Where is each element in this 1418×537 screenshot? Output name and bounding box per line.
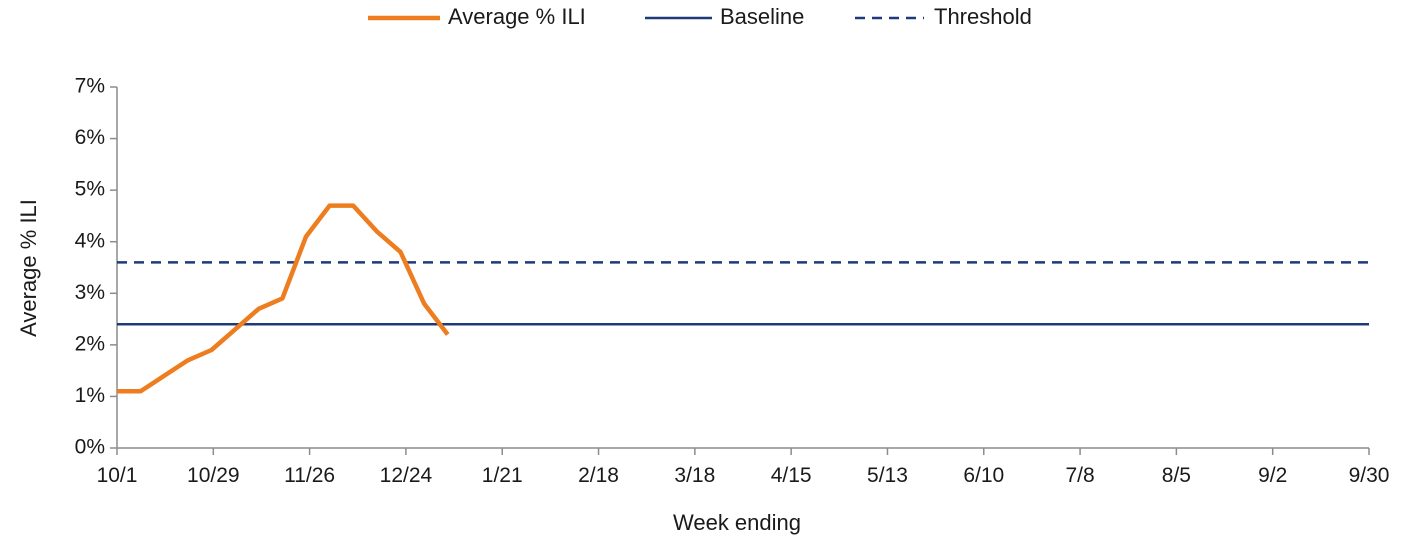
x-tick-label: 9/2: [1258, 464, 1287, 487]
y-tick-label: 5%: [75, 178, 105, 201]
x-tick-label: 1/21: [482, 464, 523, 487]
x-tick-label: 8/5: [1162, 464, 1191, 487]
x-tick-label: 12/24: [380, 464, 433, 487]
x-tick-label: 6/10: [963, 464, 1004, 487]
y-tick-label: 4%: [75, 229, 105, 252]
x-tick-label: 4/15: [771, 464, 812, 487]
x-tick-label: 11/26: [284, 464, 335, 487]
y-tick-label: 0%: [75, 436, 105, 459]
legend: Average % ILI Baseline Threshold: [368, 4, 1032, 29]
legend-label: Average % ILI: [448, 4, 586, 29]
legend-label: Threshold: [934, 4, 1032, 29]
y-axis-title: Average % ILI: [16, 199, 41, 337]
data-series: [117, 206, 448, 392]
reference-lines: [117, 262, 1369, 324]
x-tick-label: 2/18: [578, 464, 619, 487]
legend-label: Baseline: [720, 4, 804, 29]
axes: 0% 1% 2% 3% 4% 5% 6% 7% 10/1 10/29 11/26 12/24 1/21 2…: [75, 75, 1390, 487]
x-tick-label: 9/30: [1349, 464, 1390, 487]
y-tick-label: 6%: [75, 126, 105, 149]
y-tick-label: 7%: [75, 75, 105, 98]
y-tick-label: 1%: [75, 384, 105, 407]
y-axis-title-group: Average % ILI: [16, 199, 41, 337]
series-line-average-ili: [117, 206, 448, 392]
y-tick-label: 2%: [75, 332, 105, 355]
x-tick-label: 7/8: [1065, 464, 1094, 487]
x-tick-label: 10/1: [97, 464, 138, 487]
y-tick-label: 3%: [75, 281, 105, 304]
x-axis-title: Week ending: [673, 510, 801, 535]
x-tick-label: 5/13: [867, 464, 908, 487]
x-tick-label: 10/29: [187, 464, 240, 487]
x-tick-label: 3/18: [674, 464, 715, 487]
